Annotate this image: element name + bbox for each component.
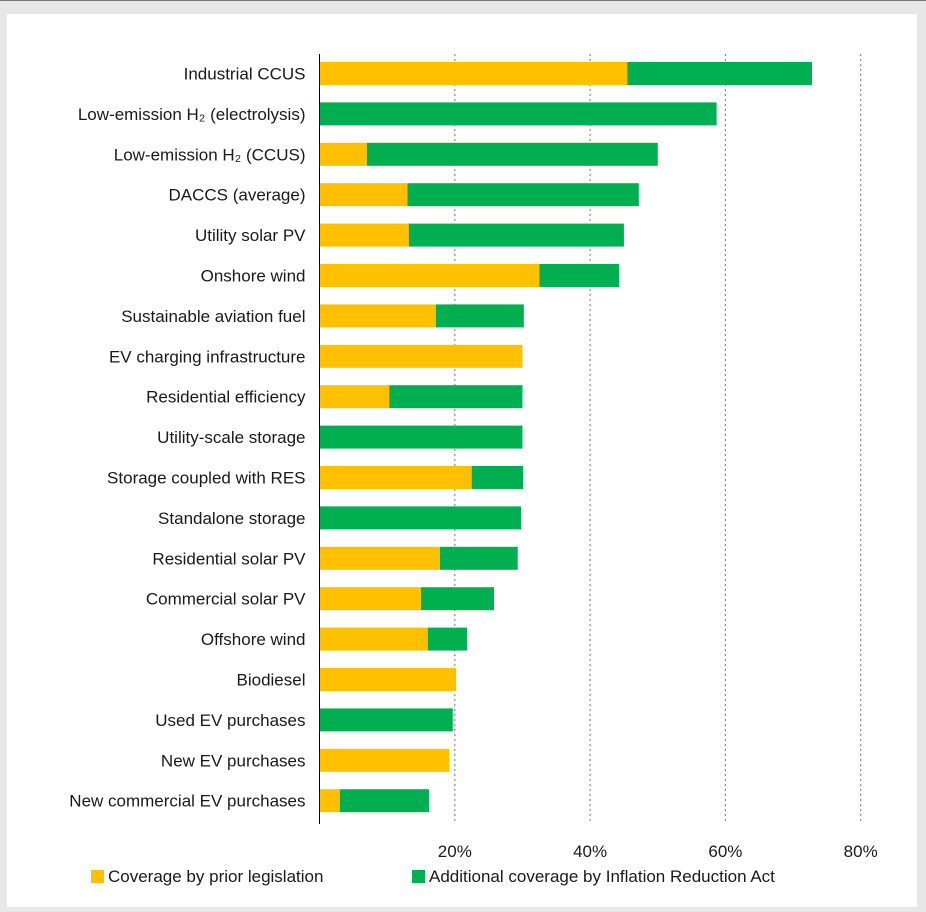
bar-prior-3 (319, 183, 408, 207)
bar-ira-9 (319, 425, 523, 449)
legend-swatch (412, 870, 425, 883)
category-label: Residential efficiency (146, 388, 306, 407)
bar-ira-5 (539, 264, 620, 287)
bar-ira-10 (471, 466, 524, 489)
category-label: DACCS (average) (169, 186, 306, 205)
category-label: Sustainable aviation fuel (121, 307, 305, 326)
legend-swatch (91, 870, 104, 883)
category-label: Utility-scale storage (157, 428, 305, 447)
category-label: Onshore wind (201, 267, 306, 286)
category-label: Standalone storage (158, 509, 305, 528)
bar-prior-7 (319, 344, 523, 368)
category-label: Storage coupled with RES (107, 469, 305, 488)
bar-prior-13 (319, 587, 421, 611)
category-labels: Industrial CCUS Low-emission H₂ (electrol… (69, 65, 306, 811)
bar-prior-10 (319, 466, 472, 489)
bar-ira-0 (627, 62, 812, 85)
category-label: New EV purchases (161, 751, 306, 770)
category-label: Utility solar PV (195, 226, 306, 245)
category-label: New commercial EV purchases (69, 792, 305, 811)
x-tick-label: 40% (573, 842, 607, 861)
bar-prior-14 (319, 627, 428, 651)
x-tick-label: 20% (438, 842, 472, 861)
bar-prior-12 (319, 546, 440, 570)
bar-ira-16 (319, 708, 453, 732)
bar-ira-12 (439, 546, 518, 570)
bar-ira-1 (319, 102, 717, 126)
category-label: EV charging infrastructure (109, 347, 306, 366)
bar-prior-5 (319, 264, 540, 287)
chart-panel: Industrial CCUS Low-emission H₂ (electrol… (7, 14, 917, 907)
bars (319, 62, 812, 813)
bar-prior-17 (319, 748, 450, 772)
bar-prior-4 (319, 223, 409, 247)
bar-ira-14 (427, 627, 467, 651)
bar-prior-6 (319, 304, 436, 328)
bar-ira-8 (389, 385, 523, 409)
x-tick-label: 80% (844, 842, 878, 861)
bar-ira-6 (435, 304, 524, 328)
bar-ira-11 (319, 506, 522, 530)
category-label: Residential solar PV (152, 549, 306, 568)
x-tick-label: 60% (708, 842, 742, 861)
category-label: Used EV purchases (155, 711, 305, 730)
bar-prior-0 (319, 62, 628, 85)
bar-prior-2 (319, 142, 367, 166)
bar-ira-13 (420, 587, 495, 611)
bar-prior-15 (319, 668, 457, 691)
bar-ira-2 (366, 142, 658, 166)
legend: Coverage by prior legislation Additional … (91, 867, 775, 886)
category-label: Commercial solar PV (146, 590, 306, 609)
category-label: Offshore wind (201, 630, 306, 649)
x-tick-labels: 20% 40% 60% 80% (438, 842, 878, 861)
legend-label: Additional coverage by Inflation Reducti… (429, 867, 775, 886)
category-label: Biodiesel (237, 671, 306, 690)
bar-prior-18 (319, 789, 340, 813)
bar-ira-3 (407, 183, 639, 207)
chart: Industrial CCUS Low-emission H₂ (electrol… (69, 54, 878, 886)
category-label: Industrial CCUS (184, 65, 306, 84)
category-label: Low-emission H₂ (electrolysis) (78, 105, 306, 124)
bar-ira-4 (408, 223, 624, 247)
bar-prior-8 (319, 385, 390, 409)
legend-label: Coverage by prior legislation (108, 867, 323, 886)
bar-ira-18 (339, 789, 430, 813)
category-label: Low-emission H₂ (CCUS) (114, 145, 306, 164)
